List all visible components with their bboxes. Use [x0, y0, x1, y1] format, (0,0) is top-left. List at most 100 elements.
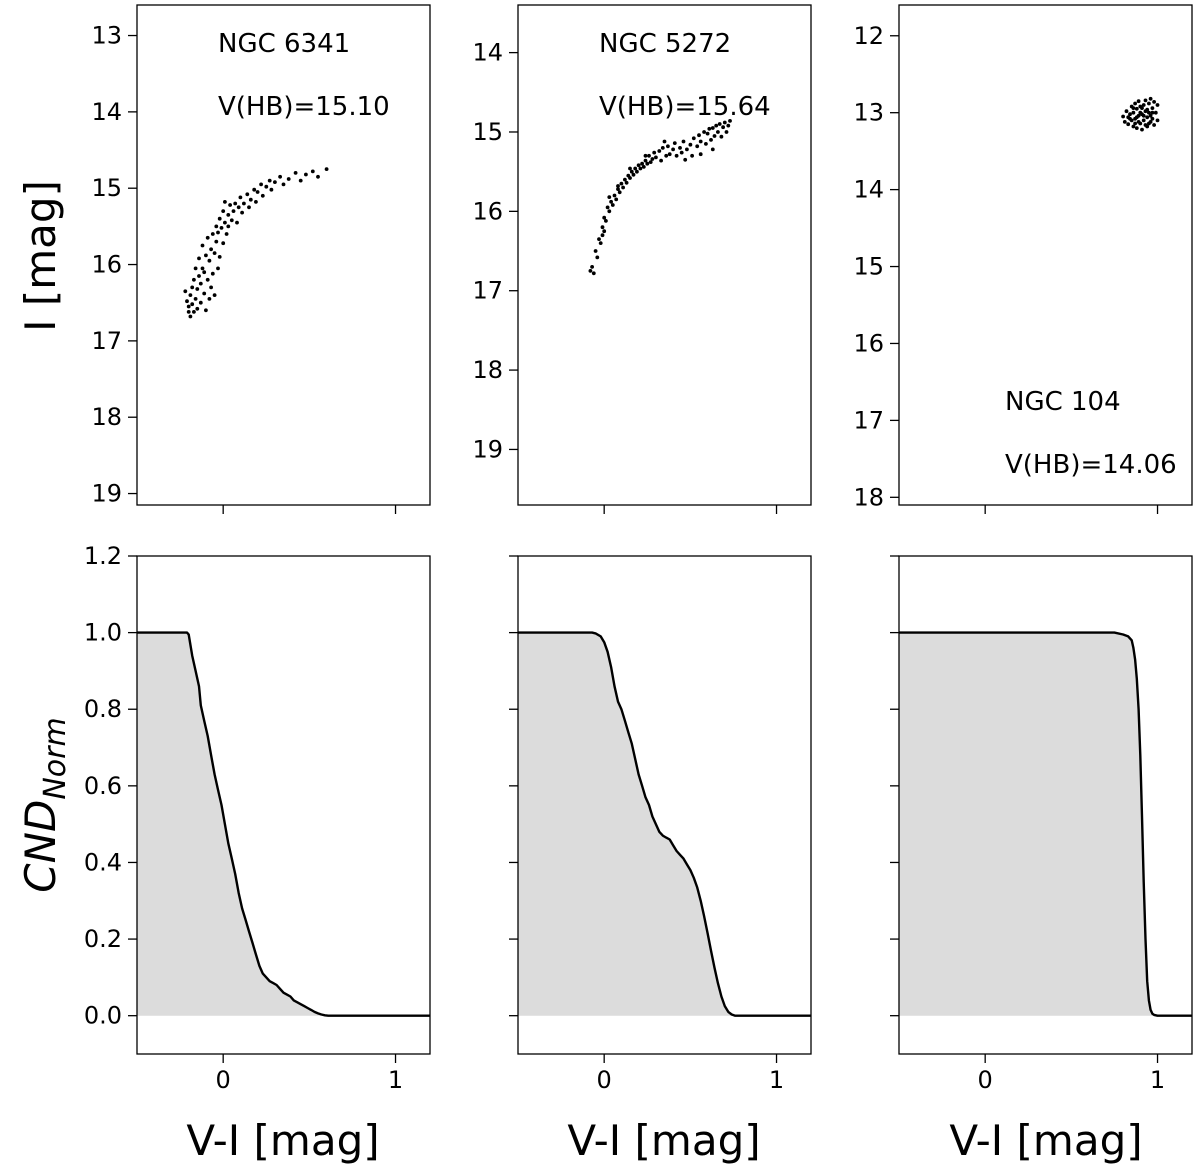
data-point [207, 258, 212, 263]
data-point [1128, 112, 1132, 117]
data-point [200, 243, 205, 248]
data-point [255, 190, 260, 194]
y-axis-title-bottom-main: CND [16, 800, 65, 893]
data-point [204, 308, 208, 313]
data-point [1150, 116, 1155, 121]
panel-cmd-2: 14 15 16 17 18 19 NGC 5272 V(HB)=15.64 [472, 4, 812, 514]
data-point [1131, 106, 1136, 110]
data-point [242, 201, 246, 206]
data-point [650, 157, 655, 161]
data-point [217, 255, 222, 259]
vhb-annotation: V(HB)=14.06 [1005, 450, 1177, 480]
data-point [248, 197, 253, 202]
x-tick-label: 0 [597, 1066, 612, 1094]
axes-frame [898, 4, 1193, 506]
panel-cmd-1: 13 14 15 16 17 18 19 NGC 6341 V(HB)=15.10 [91, 4, 431, 514]
data-point [629, 169, 634, 174]
y-tick-label: 15 [853, 253, 884, 281]
vhb-annotation: V(HB)=15.64 [599, 92, 771, 122]
x-tick-label: 0 [978, 1066, 993, 1094]
y-tick-label: 13 [91, 22, 122, 50]
data-point [188, 314, 193, 319]
data-point [1152, 100, 1156, 104]
data-point [710, 126, 715, 130]
data-point [1133, 101, 1137, 106]
data-point [1147, 110, 1151, 115]
data-point [245, 192, 250, 197]
data-point [216, 230, 220, 235]
data-point [1147, 121, 1151, 126]
data-point [214, 239, 219, 244]
data-point [607, 195, 612, 200]
data-point [628, 176, 632, 180]
data-point [260, 193, 265, 198]
data-point [716, 130, 720, 134]
data-point [600, 225, 605, 230]
data-point [195, 306, 200, 311]
data-point [657, 149, 662, 153]
data-point [1152, 123, 1156, 127]
data-point [591, 271, 596, 276]
data-point [324, 167, 329, 172]
data-point [316, 174, 320, 179]
data-point [209, 247, 214, 252]
x-axis-title-1: V-I [mag] [186, 1116, 379, 1165]
data-point [228, 203, 233, 207]
data-point [209, 285, 214, 290]
data-point [252, 187, 257, 192]
data-point [1155, 118, 1160, 123]
data-point [652, 150, 657, 155]
x-axis-title-2: V-I [mag] [567, 1116, 760, 1165]
data-point [221, 209, 226, 214]
data-point [1155, 103, 1160, 107]
data-point [200, 266, 205, 271]
x-tick-label: 0 [216, 1066, 231, 1094]
data-point [607, 209, 612, 214]
data-point [640, 161, 644, 166]
data-point [691, 136, 696, 141]
data-point [202, 270, 207, 275]
data-point [1136, 99, 1141, 104]
data-point [212, 251, 217, 256]
y-tick-label: 16 [853, 329, 884, 357]
data-point [643, 153, 648, 158]
data-point [707, 126, 712, 131]
data-point [616, 184, 620, 188]
data-point [717, 122, 722, 126]
axes-frame [898, 555, 1193, 1055]
data-point [186, 304, 191, 309]
data-point [598, 241, 603, 246]
data-point [310, 169, 315, 174]
data-point [648, 160, 653, 165]
y-tick-label: 15 [91, 174, 122, 202]
data-point [1121, 114, 1125, 119]
data-point [1141, 118, 1146, 123]
y-tick-label: 15 [472, 118, 503, 146]
data-point [722, 120, 727, 125]
data-point [212, 293, 217, 297]
y-tick-label: 12 [853, 22, 884, 50]
data-point [623, 177, 627, 182]
data-point [681, 139, 686, 144]
data-point [605, 205, 610, 210]
y-tick-label: 18 [472, 356, 503, 384]
panel-cmd-3: 12 13 14 15 16 17 18 NGC 104 V(HB)=14.06 [853, 4, 1193, 514]
data-point [654, 155, 658, 160]
data-point [1131, 110, 1136, 115]
data-point [685, 147, 689, 152]
data-point [660, 146, 665, 150]
data-point [197, 274, 201, 278]
data-point [204, 253, 208, 258]
data-point [664, 153, 669, 158]
x-tick-label: 1 [388, 1066, 403, 1094]
data-point [185, 299, 189, 304]
data-point [697, 133, 701, 138]
data-point [721, 125, 725, 130]
data-point [236, 205, 241, 210]
y-tick-label: 19 [91, 480, 122, 508]
data-point [205, 235, 210, 240]
data-point [609, 199, 613, 204]
data-point [229, 218, 234, 223]
